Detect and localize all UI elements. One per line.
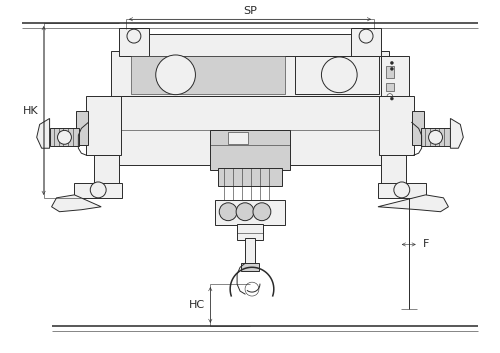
Bar <box>50 128 80 146</box>
Text: HK: HK <box>23 106 38 115</box>
Circle shape <box>390 97 394 100</box>
Bar <box>241 263 259 271</box>
Circle shape <box>90 182 106 198</box>
Bar <box>351 28 381 56</box>
Circle shape <box>127 29 141 43</box>
Bar <box>216 200 284 225</box>
Bar <box>126 34 374 56</box>
Bar <box>210 130 290 170</box>
Bar <box>111 51 389 96</box>
Bar <box>386 83 394 91</box>
Polygon shape <box>36 119 50 148</box>
Text: SP: SP <box>243 6 257 16</box>
Circle shape <box>390 61 394 64</box>
Bar <box>86 96 121 155</box>
Polygon shape <box>378 195 448 212</box>
Bar <box>237 224 263 239</box>
Circle shape <box>219 203 237 221</box>
Bar <box>74 183 122 198</box>
Bar <box>245 238 255 265</box>
Circle shape <box>359 29 373 43</box>
Bar <box>94 155 119 190</box>
Circle shape <box>236 203 254 221</box>
Bar <box>119 28 149 56</box>
Bar <box>378 183 426 198</box>
Circle shape <box>394 182 409 198</box>
Circle shape <box>322 57 357 93</box>
Text: F: F <box>422 239 429 250</box>
Bar <box>386 66 394 78</box>
Bar <box>131 56 284 94</box>
Circle shape <box>156 55 196 95</box>
Polygon shape <box>52 195 101 212</box>
Bar <box>381 56 408 133</box>
Bar <box>420 128 450 146</box>
Bar <box>228 132 248 144</box>
Bar <box>379 96 414 155</box>
Circle shape <box>58 130 71 144</box>
Bar <box>218 168 282 186</box>
Bar <box>412 110 424 145</box>
Circle shape <box>428 130 442 144</box>
Bar <box>76 110 88 145</box>
Bar <box>381 155 406 190</box>
Circle shape <box>253 203 271 221</box>
Circle shape <box>390 67 394 70</box>
Bar <box>294 56 379 94</box>
Polygon shape <box>450 119 464 148</box>
Bar <box>119 96 381 165</box>
Text: HC: HC <box>189 300 206 310</box>
